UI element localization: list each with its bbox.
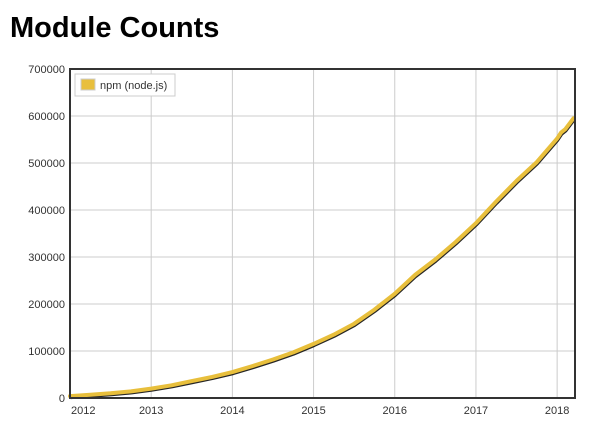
y-tick-label: 700000 bbox=[28, 64, 65, 76]
x-tick-label: 2013 bbox=[139, 405, 163, 417]
y-tick-label: 200000 bbox=[28, 299, 65, 311]
grid bbox=[69, 68, 575, 399]
series-layer bbox=[68, 116, 576, 400]
legend-label: npm (node.js) bbox=[100, 80, 167, 92]
plot-frame bbox=[69, 68, 576, 399]
page-title: Module Counts bbox=[10, 12, 220, 44]
legend-box bbox=[74, 73, 176, 97]
legend-swatch bbox=[80, 78, 96, 91]
y-tick-label: 500000 bbox=[28, 158, 65, 170]
y-tick-label: 300000 bbox=[28, 252, 65, 264]
series-shadow-0 bbox=[70, 119, 576, 400]
y-tick-label: 600000 bbox=[28, 111, 65, 123]
x-tick-label: 2015 bbox=[301, 405, 325, 417]
x-tick-label: 2012 bbox=[71, 405, 95, 417]
series-line-0 bbox=[68, 116, 576, 399]
y-tick-label: 400000 bbox=[28, 205, 65, 217]
legend: npm (node.js) bbox=[74, 73, 176, 97]
x-tick-label: 2018 bbox=[545, 405, 569, 417]
x-tick-label: 2014 bbox=[220, 405, 244, 417]
x-tick-label: 2016 bbox=[383, 405, 407, 417]
tick-labels: 0 100000 200000 300000 400000 500000 600000 700… bbox=[28, 64, 569, 417]
y-tick-label: 0 bbox=[59, 393, 65, 405]
y-tick-label: 100000 bbox=[28, 346, 65, 358]
x-tick-label: 2017 bbox=[464, 405, 488, 417]
